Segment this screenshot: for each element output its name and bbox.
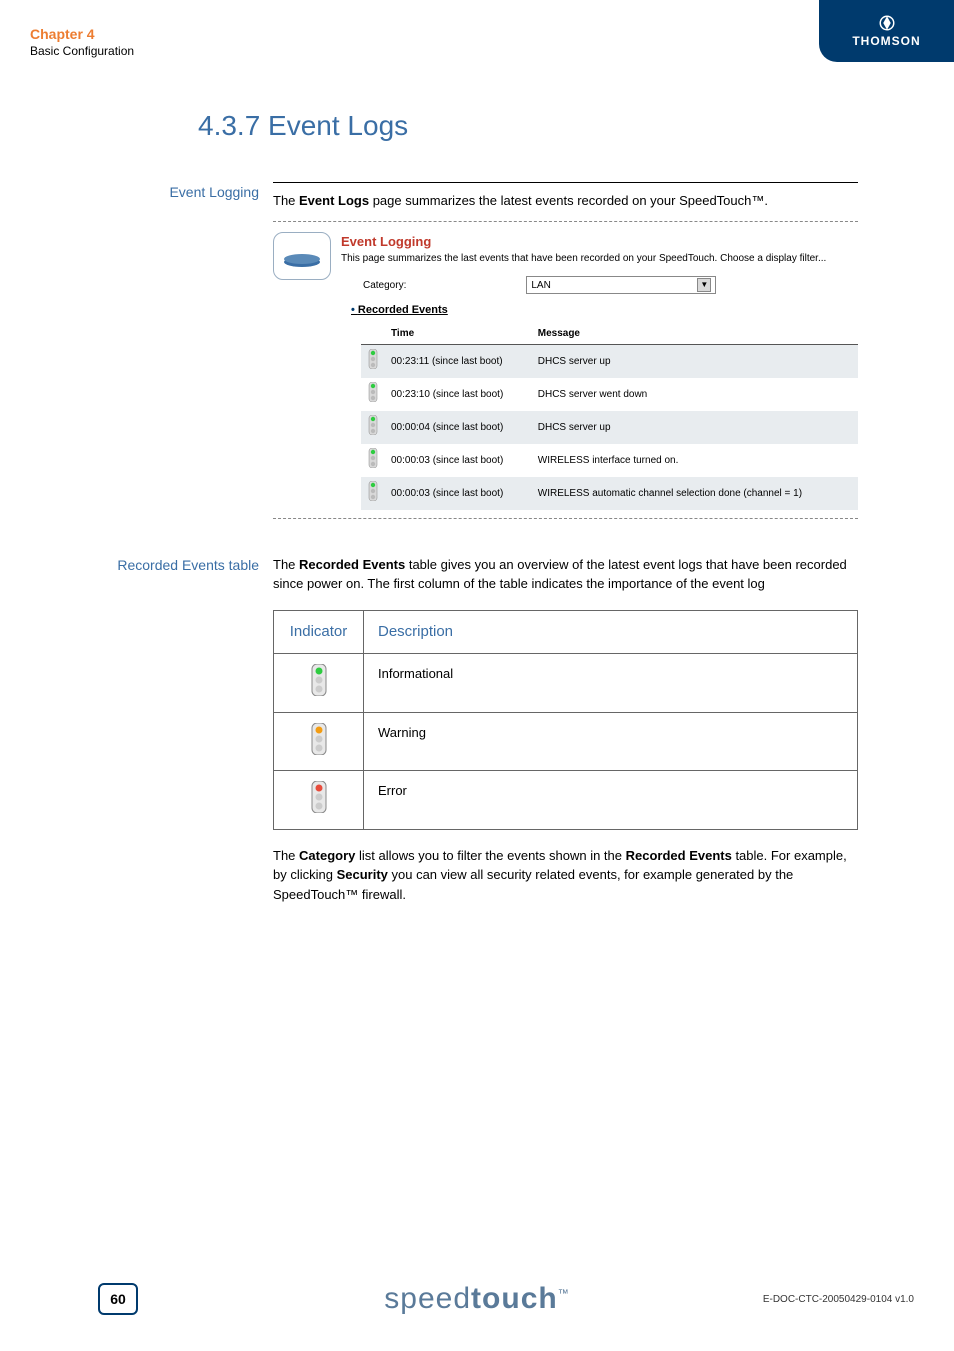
chevron-down-icon: ▼ [697,278,711,292]
table-row: 00:00:04 (since last boot) DHCS server u… [361,411,858,444]
table-row: 00:23:11 (since last boot) DHCS server u… [361,344,858,378]
speedtouch-logo: speedtouch™ [384,1282,569,1316]
modem-icon [273,232,331,280]
traffic-light-icon [310,723,328,755]
category-select[interactable]: LAN ▼ [526,276,716,294]
col-message: Message [532,323,858,345]
category-para: The Category list allows you to filter t… [273,846,858,905]
table-row: 00:00:03 (since last boot) WIRELESS inte… [361,444,858,477]
cell-message: WIRELESS automatic channel selection don… [532,477,858,510]
page-number: 60 [98,1283,138,1315]
cell-indicator [274,771,364,830]
cell-time: 00:23:11 (since last boot) [385,344,532,378]
col-indicator: Indicator [274,610,364,654]
brand-text: THOMSON [852,34,920,48]
chapter-title: Chapter 4 [30,26,134,42]
category-label: Category: [363,278,406,293]
doc-id: E-DOC-CTC-20050429-0104 v1.0 [763,1294,914,1305]
cell-description: Informational [364,654,858,713]
dashed-divider-bottom [273,518,858,519]
event-logging-intro: The Event Logs page summarizes the lates… [273,191,858,211]
event-logging-row: Event Logging The Event Logs page summar… [98,182,858,527]
cell-message: WIRELESS interface turned on. [532,444,858,477]
main-content: 4.3.7 Event Logs Event Logging The Event… [98,110,858,904]
traffic-light-icon [310,781,328,813]
cell-message: DHCS server up [532,344,858,378]
ui-panel-title: Event Logging [341,232,858,252]
chapter-subtitle: Basic Configuration [30,44,134,58]
ui-screenshot: Event Logging This page summarizes the l… [273,222,858,510]
cell-time: 00:23:10 (since last boot) [385,378,532,411]
ui-panel: Event Logging This page summarizes the l… [341,232,858,510]
traffic-light-icon [367,382,379,402]
table-header-row: Time Message [361,323,858,345]
side-label-recorded: Recorded Events table [98,555,273,905]
side-label-event-logging: Event Logging [98,182,273,527]
category-row: Category: LAN ▼ [341,276,858,294]
traffic-light-icon [367,448,379,468]
traffic-light-icon [367,415,379,435]
recorded-para: The Recorded Events table gives you an o… [273,555,858,594]
cell-indicator [274,712,364,771]
brand-icon [878,14,896,32]
recorded-events-table: Time Message 00:23:11 (since last boot) … [361,323,858,510]
table-row: 00:23:10 (since last boot) DHCS server w… [361,378,858,411]
col-description: Description [364,610,858,654]
recorded-body: The Recorded Events table gives you an o… [273,555,858,905]
cell-message: DHCS server went down [532,378,858,411]
indicator-header-row: Indicator Description [274,610,858,654]
col-time: Time [385,323,532,345]
page-footer: 60 speedtouch™ E-DOC-CTC-20050429-0104 v… [0,1283,954,1315]
table-row: Informational [274,654,858,713]
event-logging-body: The Event Logs page summarizes the lates… [273,182,858,527]
cell-description: Error [364,771,858,830]
brand-badge: THOMSON [819,0,954,62]
cell-message: DHCS server up [532,411,858,444]
recorded-events-heading: Recorded Events [341,302,858,319]
cell-time: 00:00:03 (since last boot) [385,477,532,510]
traffic-light-icon [367,349,379,369]
traffic-light-icon [310,664,328,696]
table-row: Error [274,771,858,830]
cell-time: 00:00:04 (since last boot) [385,411,532,444]
traffic-light-icon [367,481,379,501]
page-header: Chapter 4 Basic Configuration THOMSON [0,0,954,86]
cell-time: 00:00:03 (since last boot) [385,444,532,477]
chapter-block: Chapter 4 Basic Configuration [30,26,134,58]
indicator-table: Indicator Description Informational Warn… [273,610,858,830]
cell-indicator [274,654,364,713]
cell-description: Warning [364,712,858,771]
ui-panel-desc: This page summarizes the last events tha… [341,251,858,266]
table-row: 00:00:03 (since last boot) WIRELESS auto… [361,477,858,510]
recorded-events-row: Recorded Events table The Recorded Event… [98,555,858,905]
section-title: 4.3.7 Event Logs [198,110,858,142]
category-value: LAN [531,278,550,293]
table-row: Warning [274,712,858,771]
